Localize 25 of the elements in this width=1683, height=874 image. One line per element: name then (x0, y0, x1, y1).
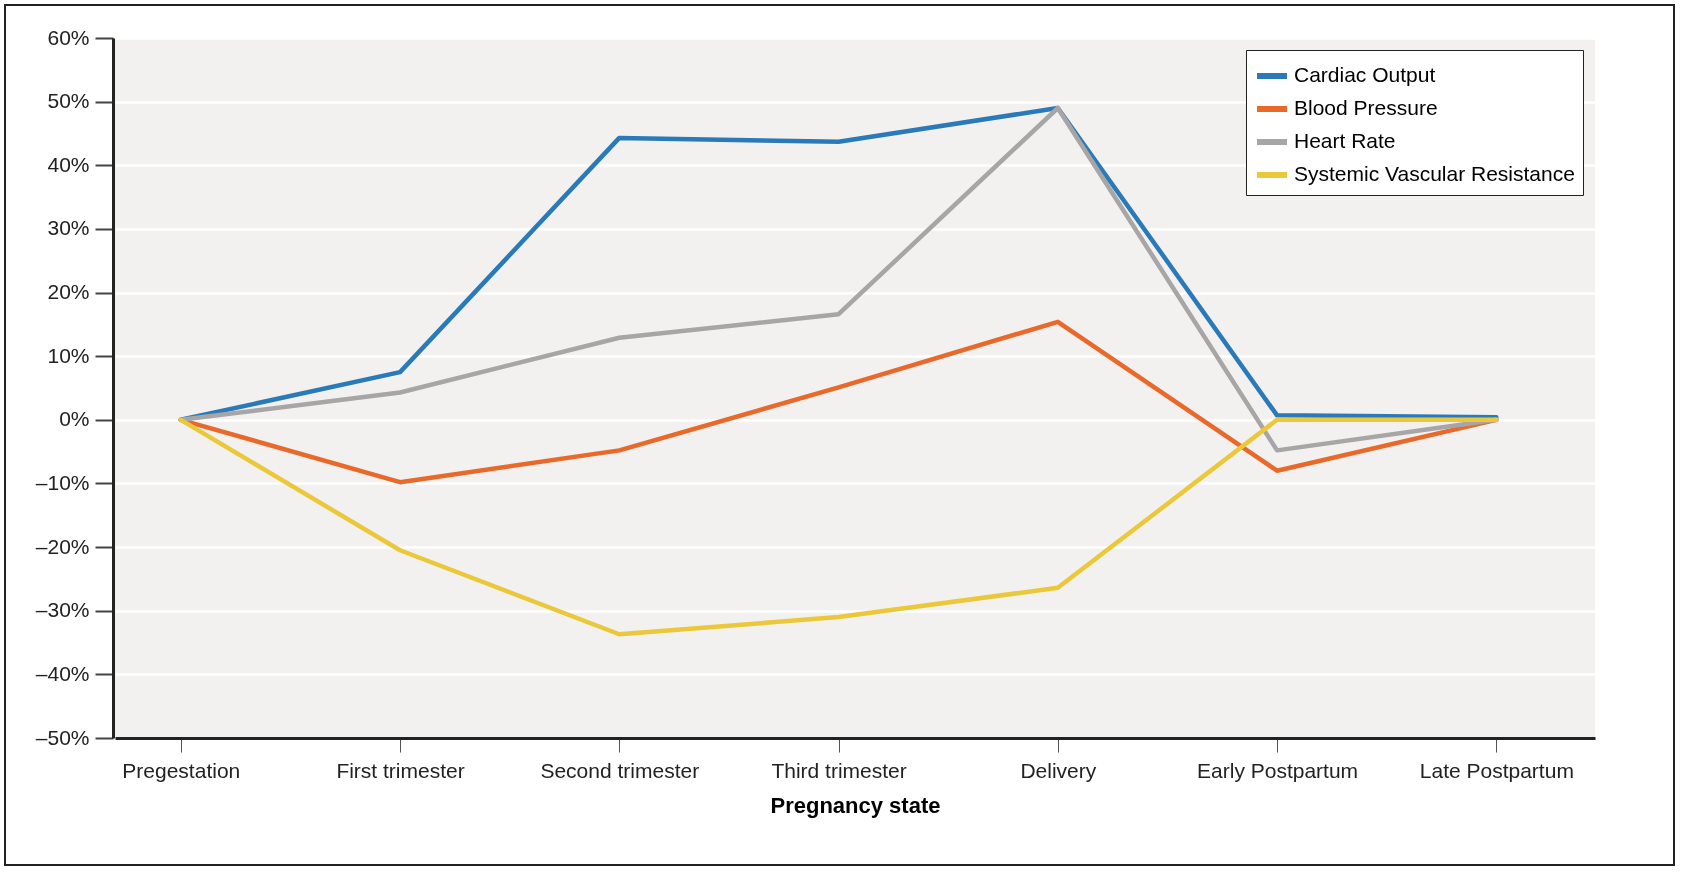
x-tick-label: Pregestation (122, 758, 241, 782)
x-tick-label: Late Postpartum (1419, 758, 1574, 782)
y-tick-label: –20% (35, 534, 90, 558)
y-tick-label: 50% (47, 89, 90, 113)
y-tick-label: 40% (47, 152, 90, 176)
legend-label: Heart Rate (1294, 129, 1396, 152)
y-tick-label: –40% (35, 661, 90, 685)
line-series (178, 417, 1499, 637)
y-tick-label: –50% (35, 725, 90, 749)
x-tick-label: Second trimester (540, 758, 700, 782)
y-tick-label: –30% (35, 598, 90, 622)
legend-label: Blood Pressure (1294, 96, 1438, 119)
y-tick-label: 10% (47, 343, 90, 367)
y-tick-label: 0% (59, 407, 90, 431)
x-tick-label: Early Postpartum (1197, 758, 1359, 782)
y-tick-label: 20% (47, 280, 90, 304)
y-tick-label: 30% (47, 216, 90, 240)
x-tick-label: Delivery (1020, 758, 1097, 782)
y-tick-label: –10% (35, 470, 90, 494)
legend-label: Cardiac Output (1294, 63, 1436, 86)
y-tick-label: 60% (47, 25, 90, 49)
legend-label: Systemic Vascular Resistance (1294, 162, 1575, 185)
x-tick-label: First trimester (336, 758, 465, 782)
x-axis-title: Pregnancy state (770, 792, 941, 818)
x-tick-label: Third trimester (771, 758, 907, 782)
